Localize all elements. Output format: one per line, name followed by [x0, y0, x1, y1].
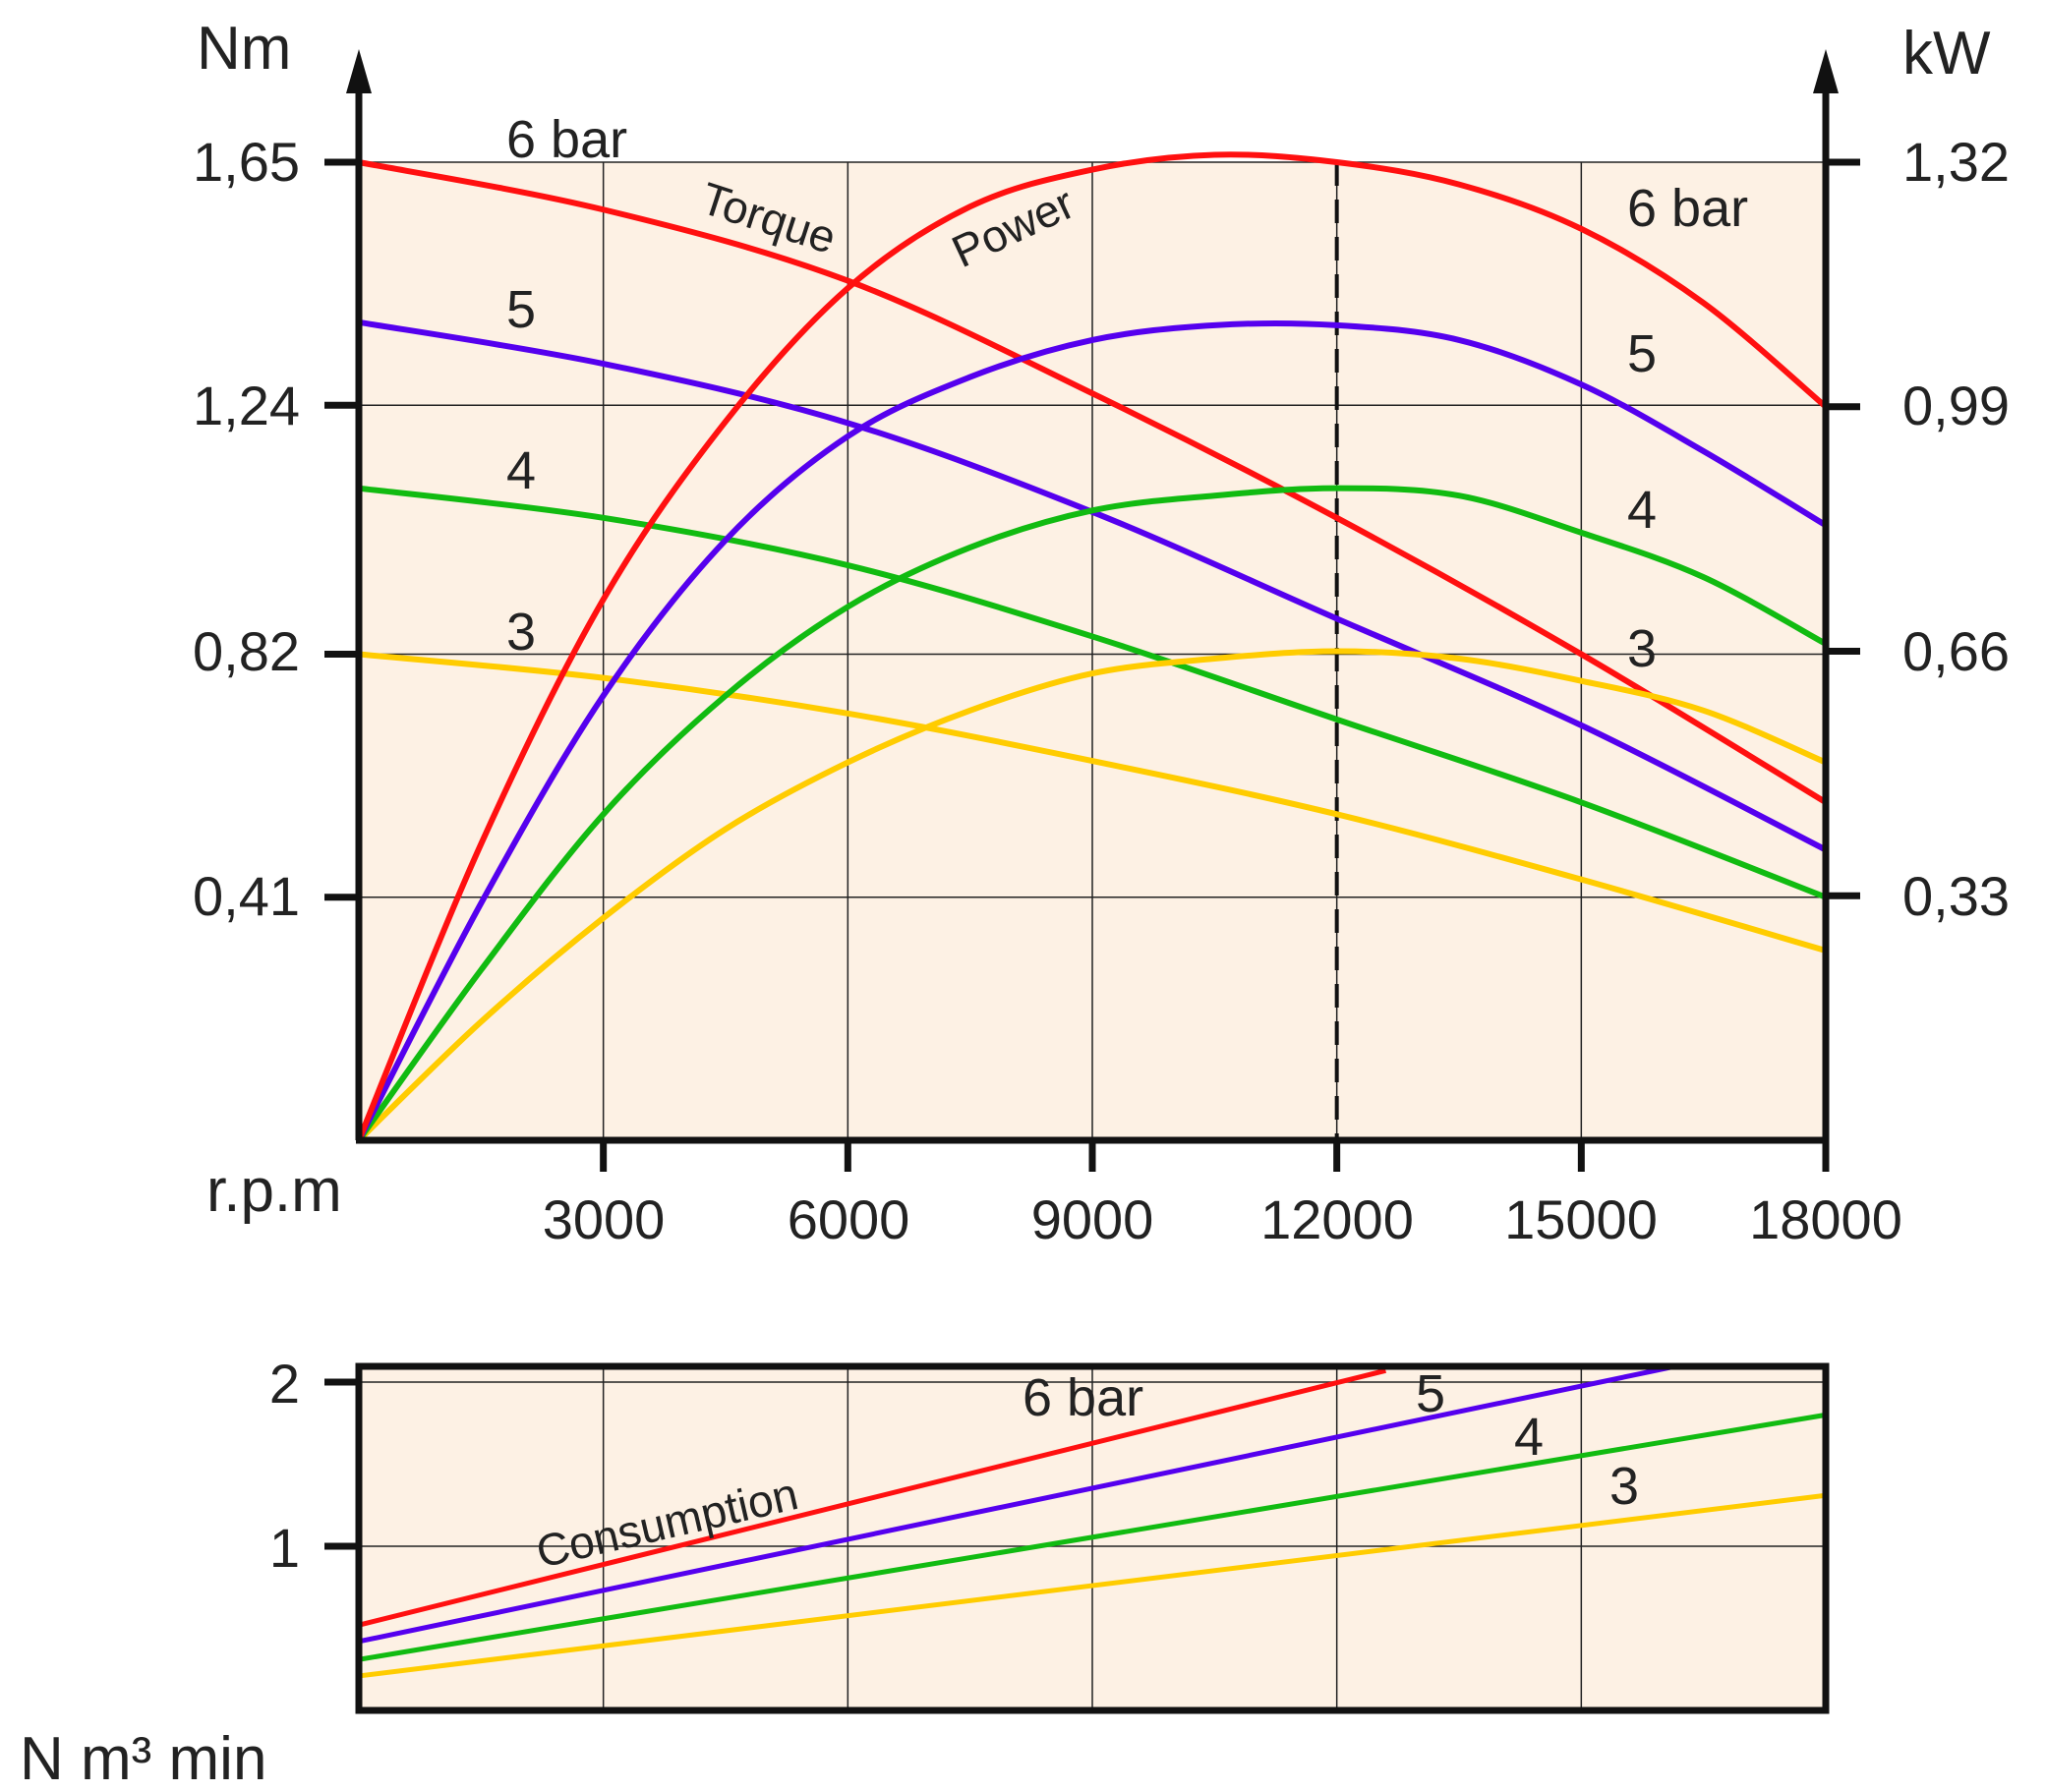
left-tick-label: 0,82: [193, 620, 300, 682]
curve-label-right-6bar: 6 bar: [1627, 179, 1748, 238]
torque-power-chart: Nm kW r.p.m 0,41 0,82 1,24 1,65 0,33 0,6…: [193, 15, 2010, 1250]
curve-label-left-5: 5: [506, 280, 536, 339]
power-curve-3-bar: [356, 648, 1829, 1143]
x-tick-label: 6000: [788, 1188, 910, 1250]
bottom-curves: [358, 1364, 1827, 1679]
curve-label-left-6bar: 6 bar: [506, 110, 627, 169]
y-tick-label: 1: [269, 1517, 300, 1579]
curve-label-left-3: 3: [506, 603, 536, 662]
consumption-line-5-bar: [358, 1364, 1672, 1645]
left-tick-label: 1,65: [193, 131, 300, 193]
right-tick-label: 1,32: [1902, 131, 2010, 193]
curve-label-4: 4: [1514, 1408, 1544, 1467]
curve-label-right-4: 4: [1627, 481, 1657, 540]
right-tick-label: 0,99: [1902, 375, 2010, 436]
consumption-line-4-bar: [358, 1412, 1827, 1662]
torque-curve-4-bar: [356, 485, 1829, 900]
top-curves: [356, 151, 1829, 1143]
consumption-unit-label: N m³ min: [20, 1725, 266, 1792]
torque-curve-3-bar: [356, 651, 1829, 954]
x-unit-label: r.p.m: [206, 1157, 342, 1225]
right-tick-label: 0,66: [1902, 620, 2010, 682]
consumption-line-6-bar: [358, 1367, 1387, 1628]
curve-label-right-5: 5: [1627, 324, 1657, 383]
right-unit-label: kW: [1902, 20, 1991, 87]
x-tick-label: 3000: [543, 1188, 666, 1250]
curve-label-right-3: 3: [1627, 619, 1657, 678]
power-curve-5-bar: [356, 319, 1829, 1143]
bottom-plot-frame: [355, 1362, 1830, 1714]
x-tick-label: 12000: [1260, 1188, 1414, 1250]
x-tick-label: 15000: [1504, 1188, 1658, 1250]
consumption-chart: 1 2 N m³ min 6 bar 5 4 3 Consumption: [20, 1353, 1830, 1792]
x-tick-label: 18000: [1749, 1188, 1902, 1250]
consumption-line-3-bar: [358, 1492, 1827, 1679]
curve-label-6bar: 6 bar: [1023, 1368, 1143, 1427]
curve-label-3: 3: [1609, 1457, 1639, 1516]
power-curve-4-bar: [356, 485, 1829, 1143]
right-axis-arrow-icon: [1813, 49, 1839, 93]
right-tick-label: 0,33: [1902, 865, 2010, 927]
left-unit-label: Nm: [197, 15, 291, 83]
top-axis-ticks: [324, 158, 1860, 1172]
left-tick-label: 1,24: [193, 375, 300, 436]
left-axis-arrow-icon: [346, 49, 372, 93]
power-curve-6-bar: [356, 151, 1829, 1143]
y-tick-label: 2: [269, 1353, 300, 1415]
torque-curve-6-bar: [356, 159, 1829, 806]
x-tick-label: 9000: [1031, 1188, 1154, 1250]
curve-label-left-4: 4: [506, 441, 536, 500]
bottom-gridlines: [359, 1366, 1826, 1710]
left-tick-label: 0,41: [193, 865, 300, 927]
curve-label-5: 5: [1416, 1364, 1445, 1423]
